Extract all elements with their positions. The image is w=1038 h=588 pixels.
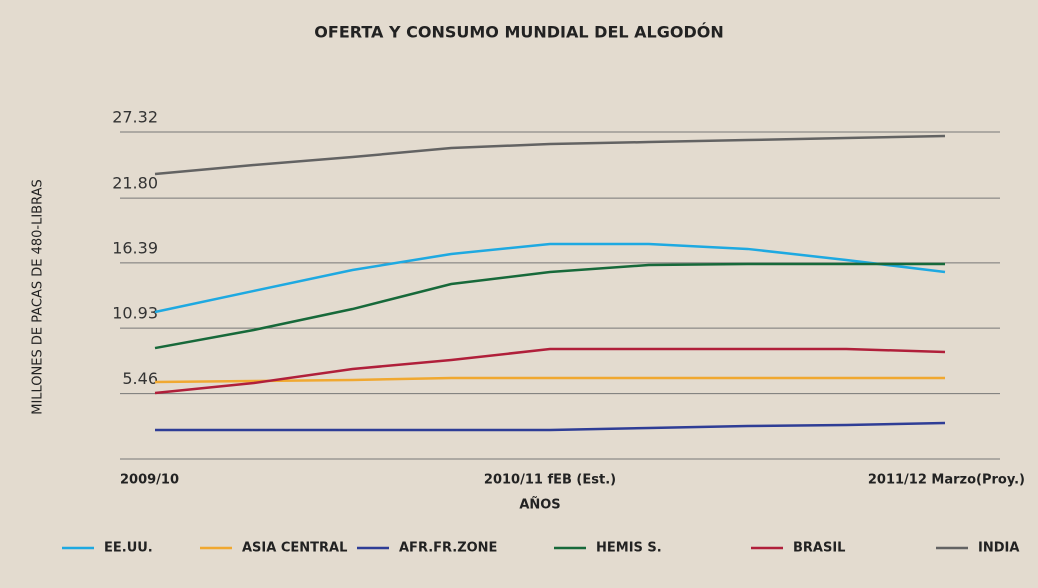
x-tick-label: 2010/11 fEB (Est.): [484, 473, 616, 488]
y-tick-label: 16.39: [112, 238, 158, 257]
series-line: [154, 262, 945, 350]
y-tick-label: 27.32: [112, 108, 158, 127]
legend-label: HEMIS S.: [596, 541, 662, 556]
x-tick-label: 2011/12 Marzo(Proy.): [868, 473, 1025, 488]
series-line: [154, 376, 945, 384]
legend-label: INDIA: [978, 541, 1019, 556]
y-axis-label: MILLONES DE PACAS DE 480-LIBRAS: [31, 179, 46, 415]
legend-label: BRASIL: [793, 541, 845, 556]
y-tick-label: 10.93: [112, 304, 158, 323]
x-tick-label: 2009/10: [120, 473, 179, 488]
x-axis-label: AÑOS: [519, 497, 560, 513]
chart-title: OFERTA Y CONSUMO MUNDIAL DEL ALGODÓN: [314, 23, 723, 42]
series-line: [155, 421, 946, 432]
y-tick-label: 5.46: [122, 369, 158, 388]
legend-label: EE.UU.: [104, 541, 153, 556]
series-line: [154, 242, 946, 314]
legend-label: ASIA CENTRAL: [242, 541, 347, 556]
y-tick-label: 21.80: [112, 174, 158, 193]
series-line: [154, 347, 946, 395]
legend-label: AFR.FR.ZONE: [399, 541, 497, 556]
series-line: [154, 134, 946, 176]
